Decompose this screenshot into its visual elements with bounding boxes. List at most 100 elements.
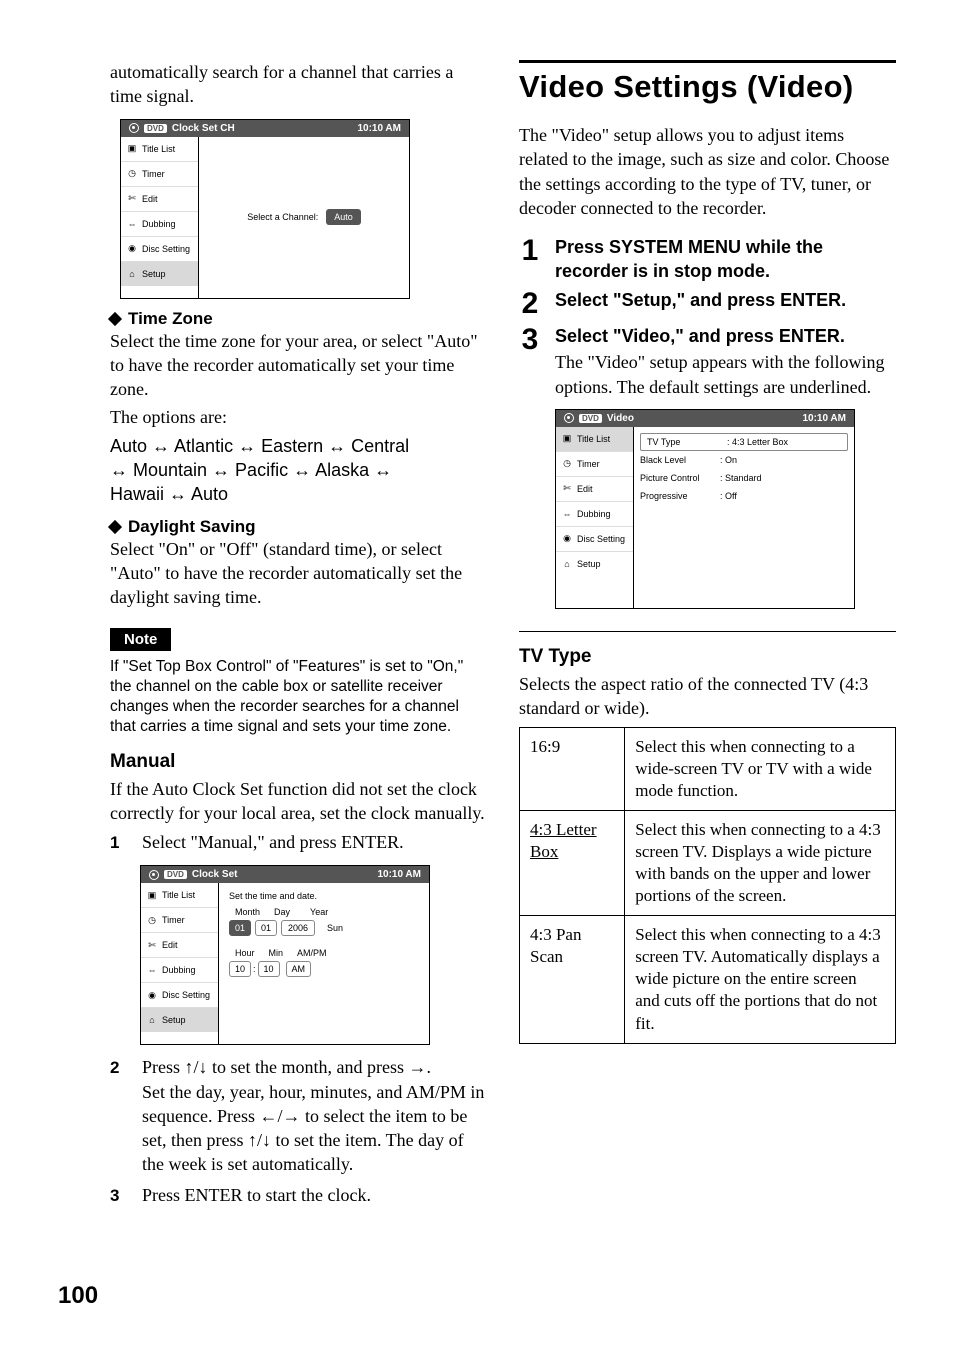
hour-field: 10 — [229, 961, 251, 977]
right-column: Video Settings (Video) The "Video" setup… — [519, 60, 896, 1214]
left-column: automatically search for a channel that … — [110, 60, 487, 1214]
sidebar-item: ◷Timer — [121, 162, 198, 187]
month-field: 01 — [229, 920, 251, 936]
sidebar-item: ⇔Dubbing — [141, 958, 218, 983]
osd-clock-set-manual: DVD Clock Set 10:10 AM ▣Title List ◷Time… — [140, 865, 430, 1045]
sidebar-item: ✄Edit — [141, 933, 218, 958]
sidebar-item: ◉Disc Setting — [556, 527, 633, 552]
osd-time: 10:10 AM — [802, 413, 846, 424]
osd-header: DVD Clock Set CH 10:10 AM — [121, 120, 409, 137]
osd-title: Clock Set — [192, 869, 238, 880]
ampm-field: AM — [286, 961, 312, 977]
table-row: 4:3 Letter Box Select this when connecti… — [520, 810, 896, 915]
osd-content: Select a Channel: Auto — [199, 137, 409, 298]
manual-step-1: 1 Select "Manual," and press ENTER. — [110, 830, 487, 856]
sidebar-item: ⌂Setup — [141, 1008, 218, 1032]
step-text: Press ENTER to start the clock. — [142, 1183, 371, 1207]
dvd-badge: DVD — [164, 870, 187, 879]
tv-type-table: 16:9 Select this when connecting to a wi… — [519, 727, 896, 1044]
tv-option-desc: Select this when connecting to a 4:3 scr… — [625, 916, 896, 1043]
manual-body: If the Auto Clock Set function did not s… — [110, 777, 487, 826]
tv-option-name: 4:3 Pan Scan — [520, 916, 625, 1043]
tv-type-intro: Selects the aspect ratio of the connecte… — [519, 672, 896, 721]
note-body: If "Set Top Box Control" of "Features" i… — [110, 657, 487, 738]
sidebar-item: ⌂Setup — [121, 262, 198, 286]
page-number: 100 — [58, 1282, 98, 1310]
clock-icon: ◷ — [126, 168, 138, 180]
osd-content: Set the time and date. Month Day Year 01… — [219, 883, 429, 1044]
section-title: Video Settings (Video) — [519, 60, 896, 105]
min-field: 10 — [258, 961, 280, 977]
divider — [519, 631, 896, 632]
dow: Sun — [327, 923, 343, 933]
year-field: 2006 — [281, 920, 315, 936]
osd-sidebar: ▣Title List ◷Timer ✄Edit ⇔Dubbing ◉Disc … — [141, 883, 219, 1044]
step-heading: Select "Setup," and press ENTER. — [555, 289, 846, 312]
section-intro: The "Video" setup allows you to adjust i… — [519, 123, 896, 220]
manual-step-3: 3 Press ENTER to start the clock. — [110, 1183, 487, 1209]
sidebar-item: ✄Edit — [121, 187, 198, 212]
diamond-bullet-icon — [108, 520, 122, 534]
tz-body: Select the time zone for your area, or s… — [110, 329, 487, 402]
disc-setting-icon: ◉ — [126, 243, 138, 255]
manual-step-2: 2 Press ↑/↓ to set the month, and press … — [110, 1055, 487, 1176]
step-text: Set the day, year, hour, minutes, and AM… — [142, 1080, 487, 1177]
step-number: 3 — [519, 325, 541, 355]
sidebar-item: ⌂Setup — [556, 552, 633, 576]
sidebar-item: ◷Timer — [556, 452, 633, 477]
diamond-bullet-icon — [108, 312, 122, 326]
hint: Set the time and date. — [229, 891, 419, 901]
table-row: 4:3 Pan Scan Select this when connecting… — [520, 916, 896, 1043]
step-number: 1 — [110, 830, 128, 856]
step-heading: Select "Video," and press ENTER. — [555, 325, 896, 348]
tz-options-label: The options are: — [110, 405, 487, 429]
osd-time: 10:10 AM — [377, 869, 421, 880]
sidebar-item: ✄Edit — [556, 477, 633, 502]
sidebar-item: ▣Title List — [121, 137, 198, 162]
step-heading: Press SYSTEM MENU while the recorder is … — [555, 236, 896, 283]
scissors-icon: ✄ — [126, 193, 138, 205]
intro-text: automatically search for a channel that … — [110, 60, 487, 109]
tv-type-heading: TV Type — [519, 646, 896, 668]
ds-body: Select "On" or "Off" (standard time), or… — [110, 537, 487, 610]
sidebar-item: ▣Title List — [556, 427, 633, 452]
sidebar-item: ◷Timer — [141, 908, 218, 933]
step-number: 2 — [110, 1055, 128, 1081]
osd-sidebar: ▣Title List ◷Timer ✄Edit ⇔Dubbing ◉Disc … — [556, 427, 634, 608]
step-2: 2 Select "Setup," and press ENTER. — [519, 289, 896, 319]
day-field: 01 — [255, 920, 277, 936]
step-3: 3 Select "Video," and press ENTER. The "… — [519, 325, 896, 619]
time-zone-heading: Time Zone — [110, 309, 487, 329]
table-row: 16:9 Select this when connecting to a wi… — [520, 727, 896, 810]
sidebar-item: ◉Disc Setting — [121, 237, 198, 262]
step-1: 1 Press SYSTEM MENU while the recorder i… — [519, 236, 896, 283]
tv-option-name: 16:9 — [520, 727, 625, 810]
channel-value: Auto — [326, 209, 361, 225]
osd-video-setup: DVD Video 10:10 AM ▣Title List ◷Timer ✄E… — [555, 409, 855, 609]
sidebar-item: ▣Title List — [141, 883, 218, 908]
osd-header: DVD Clock Set 10:10 AM — [141, 866, 429, 883]
sidebar-item: ⇔Dubbing — [121, 212, 198, 237]
tv-option-desc: Select this when connecting to a wide-sc… — [625, 727, 896, 810]
step-number: 1 — [519, 236, 541, 266]
tv-option-name: 4:3 Letter Box — [520, 810, 625, 915]
osd-header: DVD Video 10:10 AM — [556, 410, 854, 427]
list-icon: ▣ — [126, 143, 138, 155]
dubbing-icon: ⇔ — [126, 218, 138, 230]
sidebar-item: ⇔Dubbing — [556, 502, 633, 527]
select-channel-label: Select a Channel: — [247, 212, 318, 222]
osd-title: Clock Set CH — [172, 123, 235, 134]
step-text: Press ↑/↓ to set the month, and press →. — [142, 1055, 487, 1079]
step-number: 2 — [519, 289, 541, 319]
osd-title: Video — [607, 413, 634, 424]
step-number: 3 — [110, 1183, 128, 1209]
disc-icon — [129, 123, 139, 133]
dvd-badge: DVD — [144, 124, 167, 133]
step-desc: The "Video" setup appears with the follo… — [555, 350, 896, 399]
disc-icon — [149, 870, 159, 880]
osd-content: TV Type : 4:3 Letter Box Black Level: On… — [634, 427, 854, 608]
sidebar-item: ◉Disc Setting — [141, 983, 218, 1008]
setup-icon: ⌂ — [126, 268, 138, 280]
tz-seq: Auto ↔ Atlantic ↔ Eastern ↔ Central ↔ Mo… — [110, 434, 487, 507]
disc-icon — [564, 413, 574, 423]
